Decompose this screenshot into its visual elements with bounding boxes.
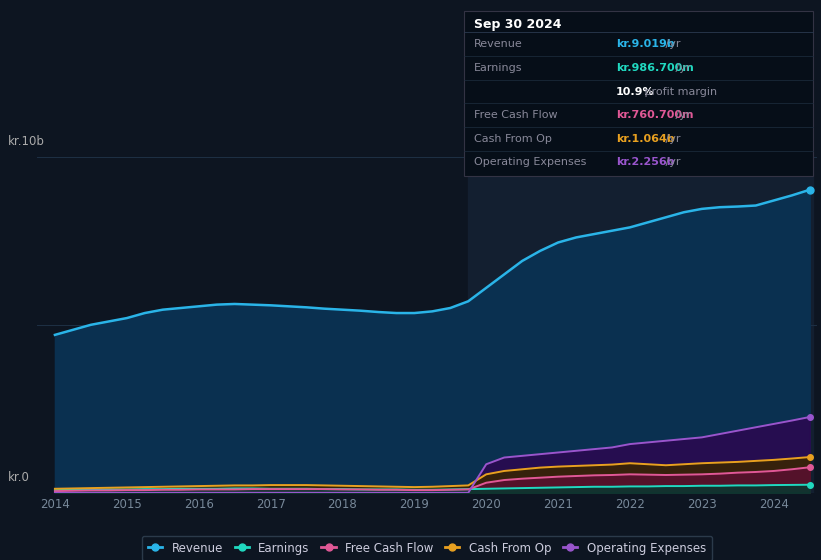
Text: /yr: /yr bbox=[662, 134, 680, 144]
Text: Operating Expenses: Operating Expenses bbox=[474, 157, 586, 167]
Text: kr.2.256b: kr.2.256b bbox=[616, 157, 674, 167]
Text: 10.9%: 10.9% bbox=[616, 86, 654, 96]
Text: Sep 30 2024: Sep 30 2024 bbox=[474, 18, 562, 31]
Text: /yr: /yr bbox=[662, 39, 680, 49]
Bar bbox=[468, 157, 814, 493]
Text: kr.10b: kr.10b bbox=[8, 136, 45, 148]
Text: kr.760.700m: kr.760.700m bbox=[616, 110, 693, 120]
Text: profit margin: profit margin bbox=[641, 86, 718, 96]
Legend: Revenue, Earnings, Free Cash Flow, Cash From Op, Operating Expenses: Revenue, Earnings, Free Cash Flow, Cash … bbox=[142, 536, 712, 560]
Text: /yr: /yr bbox=[662, 157, 680, 167]
Text: Earnings: Earnings bbox=[474, 63, 522, 73]
Text: kr.1.064b: kr.1.064b bbox=[616, 134, 675, 144]
Text: kr.9.019b: kr.9.019b bbox=[616, 39, 675, 49]
Text: Free Cash Flow: Free Cash Flow bbox=[474, 110, 557, 120]
Text: /yr: /yr bbox=[672, 110, 690, 120]
Text: kr.986.700m: kr.986.700m bbox=[616, 63, 694, 73]
Text: Revenue: Revenue bbox=[474, 39, 522, 49]
Text: Cash From Op: Cash From Op bbox=[474, 134, 552, 144]
Text: /yr: /yr bbox=[672, 63, 690, 73]
Text: kr.0: kr.0 bbox=[8, 472, 30, 484]
